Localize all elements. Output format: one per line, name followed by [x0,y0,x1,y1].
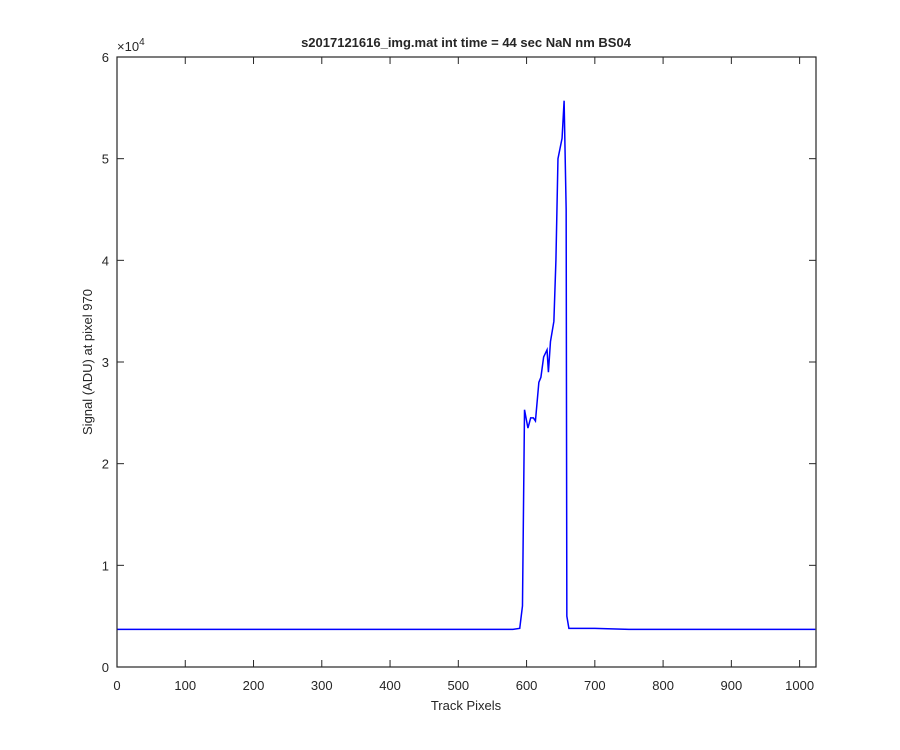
y-multiplier: ×104 [117,37,145,54]
x-tick-label: 0 [113,678,120,693]
y-tick-label: 6 [102,50,109,65]
y-tick-label: 1 [102,558,109,573]
x-tick-label: 400 [379,678,401,693]
y-tick-label: 0 [102,660,109,675]
x-tick-label: 1000 [785,678,814,693]
y-axis-label: Signal (ADU) at pixel 970 [80,289,95,435]
signal-line [117,100,816,631]
y-tick-label: 2 [102,457,109,472]
y-multiplier-exponent: 4 [139,37,145,48]
x-tick-label: 900 [721,678,743,693]
plot-frame [116,56,817,668]
x-tick-label: 100 [174,678,196,693]
y-tick-label: 4 [102,253,109,268]
x-tick-label: 300 [311,678,333,693]
chart-title: s2017121616_img.mat int time = 44 sec Na… [301,35,632,50]
x-tick-label: 700 [584,678,606,693]
y-tick-label: 3 [102,355,109,370]
x-tick-label: 500 [447,678,469,693]
y-multiplier-base: ×10 [117,39,139,54]
x-axis-label: Track Pixels [431,698,502,713]
x-tick-label: 800 [652,678,674,693]
x-tick-label: 200 [243,678,265,693]
x-tick-label: 600 [516,678,538,693]
y-tick-label: 5 [102,152,109,167]
